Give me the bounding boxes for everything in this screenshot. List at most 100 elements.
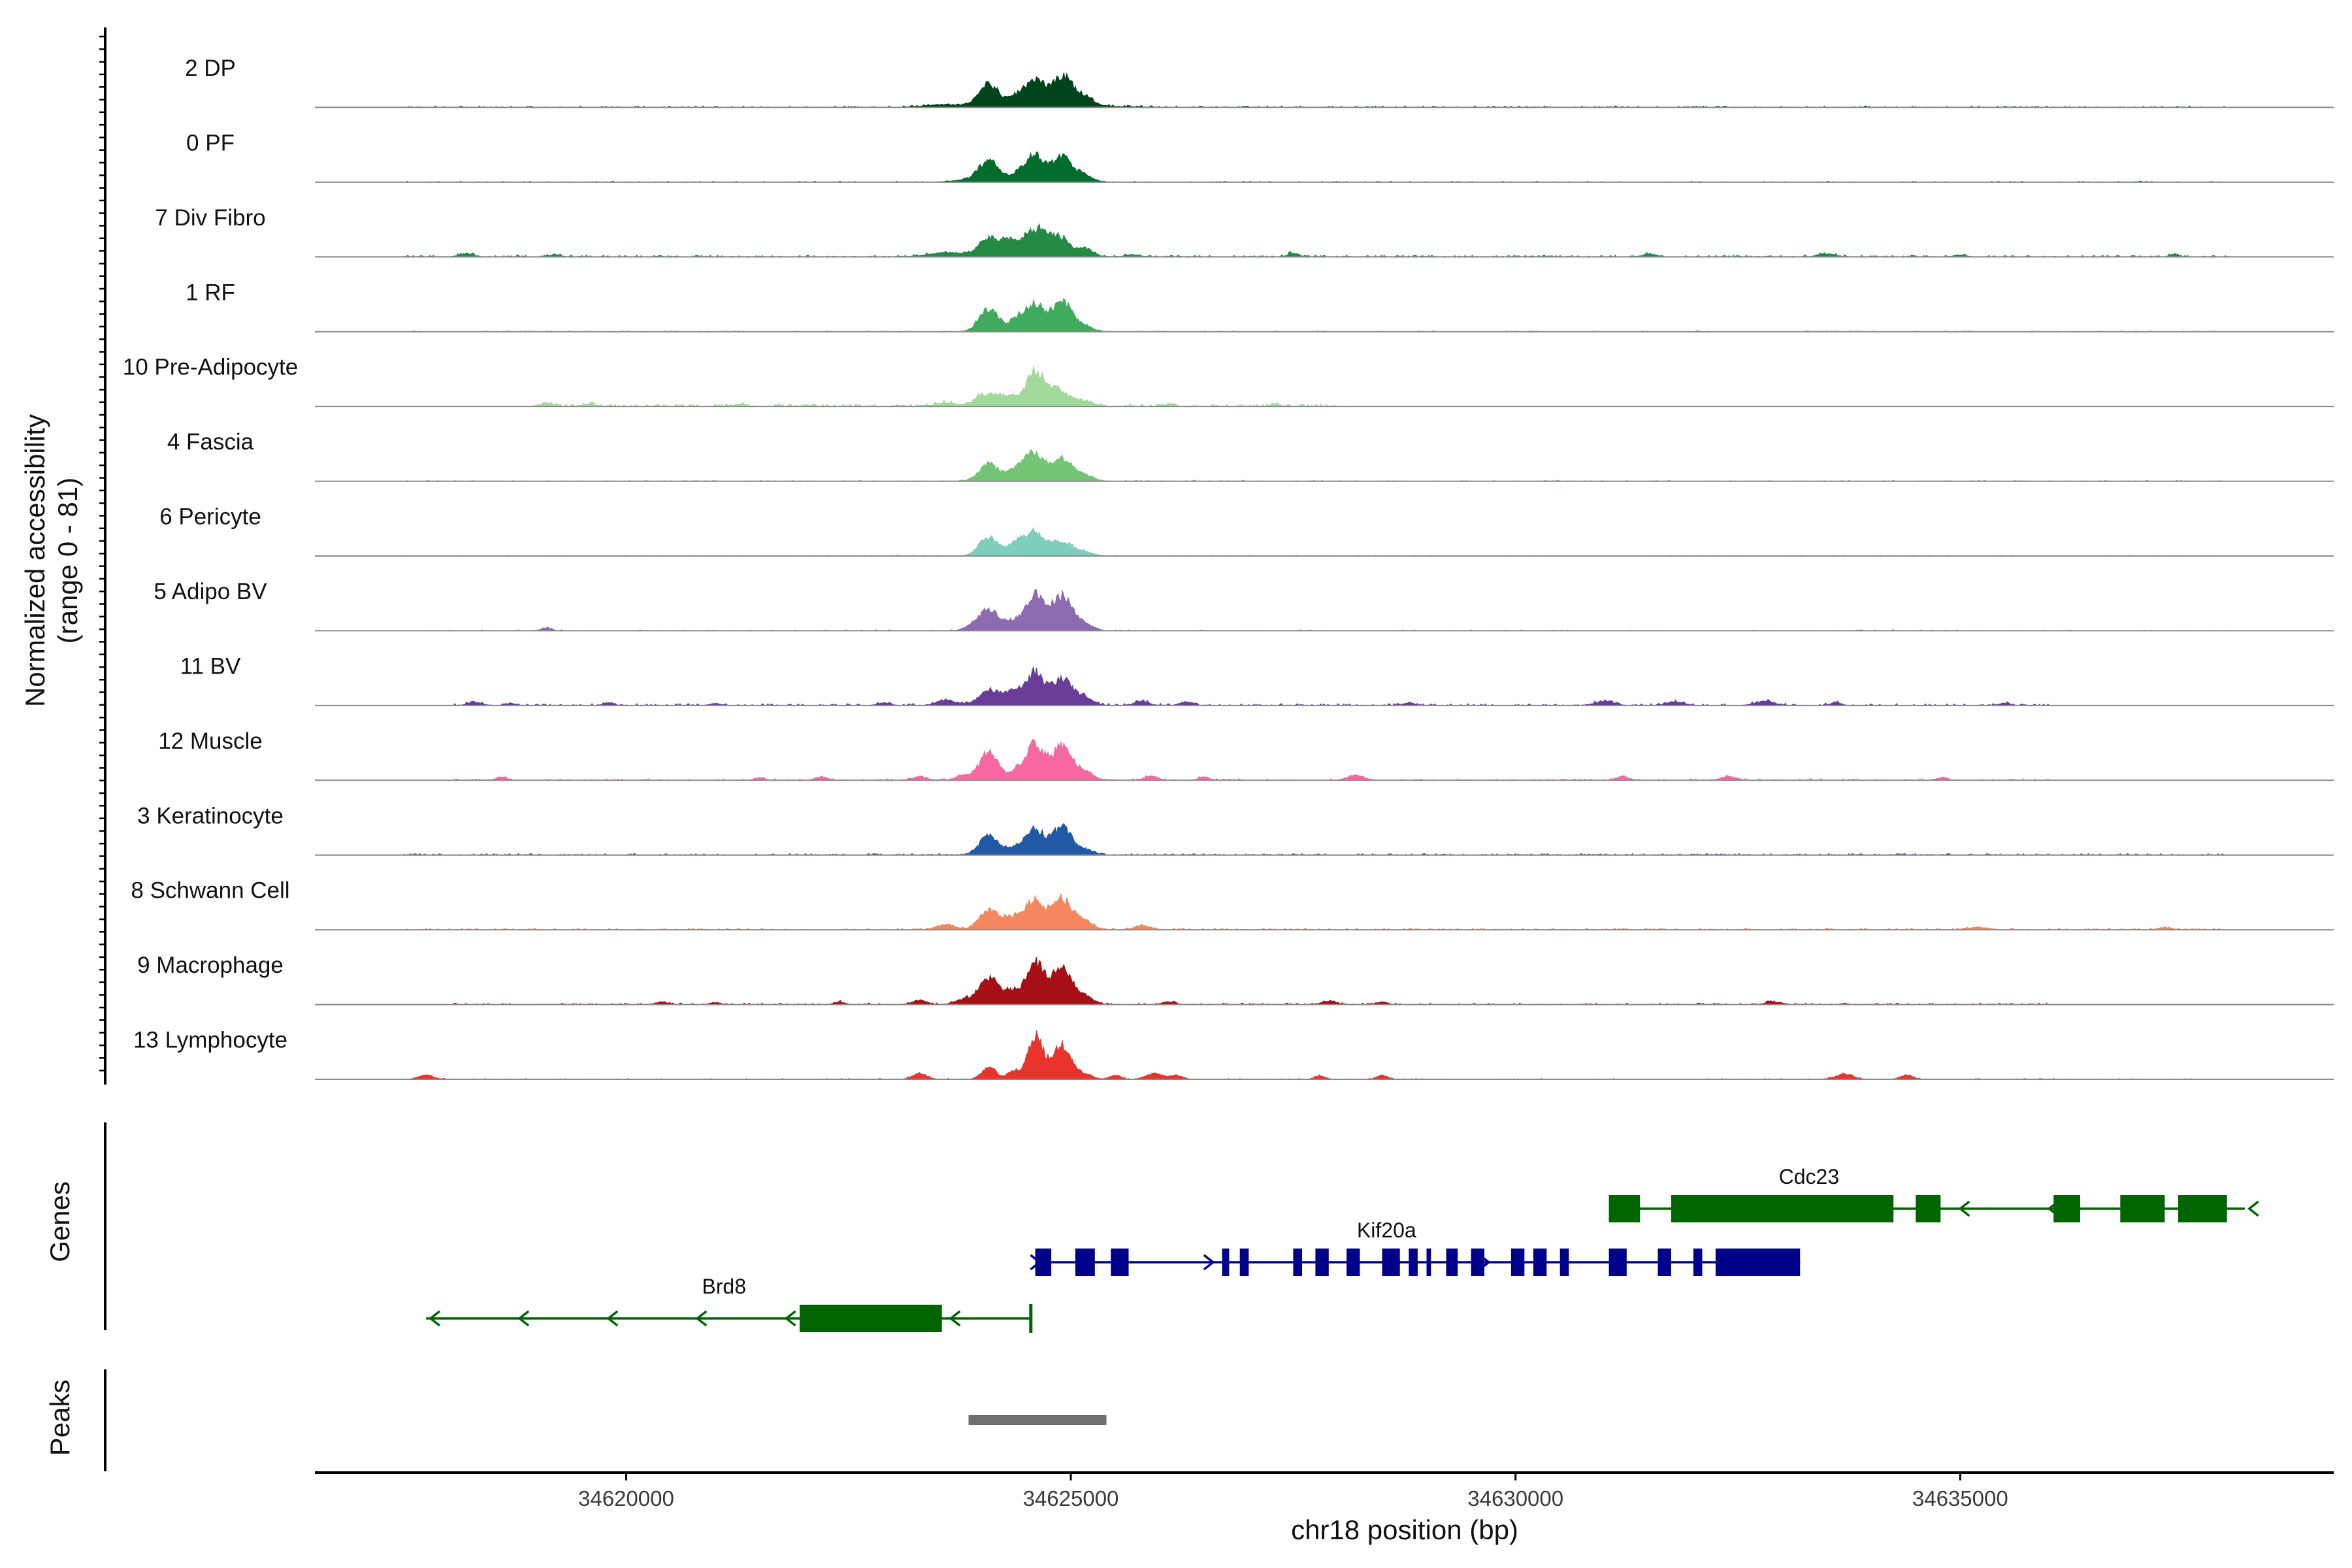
strand-arrow (1030, 1254, 1042, 1271)
track-label: 10 Pre-Adipocyte (123, 355, 298, 380)
track-label: 8 Schwann Cell (131, 878, 289, 904)
strand-arrow (429, 1310, 441, 1327)
x-tick-label: 34630000 (1467, 1486, 1563, 1511)
track-13-lymphocyte: 13 Lymphocyte (133, 1028, 2334, 1080)
strand-arrow (2047, 1200, 2059, 1217)
gene-exon (1533, 1249, 1547, 1276)
gene-exon (1916, 1195, 1941, 1222)
strand-arrow (695, 1310, 708, 1327)
coverage-area (315, 152, 2334, 183)
genes-panel: Genes Cdc23 Kif20a Brd8 (44, 1122, 2259, 1333)
y-axis-title-line-1: Normalized accessibility (20, 414, 50, 707)
coverage-area (315, 297, 2334, 333)
coverage-area (315, 589, 2334, 631)
gene-exon (1446, 1249, 1458, 1276)
track-12-muscle: 12 Muscle (158, 728, 2334, 781)
track-label: 9 Macrophage (137, 953, 284, 978)
gene-exon (1035, 1249, 1052, 1276)
track-label: 1 RF (186, 280, 235, 305)
strand-arrow (1478, 1254, 1491, 1271)
strand-arrow (1203, 1254, 1215, 1271)
track-label: 13 Lymphocyte (133, 1028, 287, 1053)
coverage-area (315, 823, 2334, 856)
track-label: 0 PF (186, 130, 235, 155)
gene-exon (1560, 1249, 1569, 1276)
coverage-area (315, 738, 2334, 781)
strand-arrow (517, 1310, 530, 1327)
track-1-rf: 1 RF (186, 280, 2334, 333)
gene-exon (1111, 1249, 1129, 1276)
gene-exon (1426, 1249, 1431, 1276)
track-4-fascia: 4 Fascia (167, 429, 2334, 482)
coverage-y-axis (99, 27, 106, 1085)
gene-kif20a: Kif20a (1030, 1218, 1801, 1276)
track-label: 2 DP (185, 56, 236, 81)
track-0-pf: 0 PF (186, 130, 2334, 183)
gene-exon (1409, 1249, 1418, 1276)
gene-exon (1347, 1249, 1360, 1276)
gene-exon (1671, 1195, 1894, 1222)
gene-brd8: Brd8 (426, 1275, 1033, 1333)
x-tick-label: 34635000 (1912, 1486, 2008, 1511)
gene-exon (1293, 1249, 1302, 1276)
track-3-keratinocyte: 3 Keratinocyte (137, 803, 2334, 856)
track-5-adipo-bv: 5 Adipo BV (154, 579, 2334, 632)
track-label: 4 Fascia (167, 429, 254, 455)
track-11-bv: 11 BV (180, 653, 2334, 706)
coverage-area (315, 956, 2334, 1005)
gene-label: Kif20a (1357, 1218, 1416, 1242)
gene-exon (1471, 1249, 1484, 1276)
track-label: 12 Muscle (158, 728, 263, 754)
peaks-panel: Peaks (44, 1369, 1107, 1471)
track-2-dp: 2 DP (185, 56, 2334, 108)
strand-arrow (2247, 1200, 2259, 1217)
track-6-pericyte: 6 Pericyte (159, 504, 2334, 557)
gene-label: Brd8 (702, 1275, 746, 1298)
gene-exon (2053, 1195, 2080, 1222)
peak-region (968, 1415, 1107, 1425)
track-8-schwann-cell: 8 Schwann Cell (131, 878, 2334, 931)
track-label: 6 Pericyte (159, 504, 261, 530)
coverage-area (315, 1030, 2334, 1080)
strand-arrow (1958, 1200, 1970, 1217)
gene-exon (1715, 1249, 1801, 1276)
gene-exon (1315, 1249, 1329, 1276)
gene-exon (1658, 1249, 1671, 1276)
gene-exon (2178, 1195, 2227, 1222)
coverage-area (315, 223, 2334, 258)
coverage-area (315, 72, 2334, 108)
gene-exon (1609, 1195, 1641, 1222)
track-label: 5 Adipo BV (154, 579, 267, 604)
coverage-tracks: 2 DP 0 PF 7 Div Fibro 1 RF 10 Pre-Adipocyte 4… (123, 56, 2334, 1080)
strand-arrow (949, 1310, 961, 1327)
y-axis-title-line-2: (range 0 - 81) (52, 478, 83, 644)
coverage-area (315, 527, 2334, 557)
strand-arrow (784, 1310, 796, 1327)
gene-exon (1239, 1249, 1249, 1276)
track-10-pre-adipocyte: 10 Pre-Adipocyte (123, 355, 2334, 408)
gene-cdc23: Cdc23 (1609, 1165, 2259, 1222)
track-9-macrophage: 9 Macrophage (137, 953, 2334, 1005)
x-tick-label: 34620000 (578, 1486, 674, 1511)
track-label: 7 Div Fibro (155, 205, 265, 231)
coverage-area (315, 892, 2334, 930)
gene-label: Cdc23 (1779, 1165, 1840, 1188)
track-label: 11 BV (180, 653, 241, 679)
y-axis-title: Normalized accessibility (range 0 - 81) (20, 414, 83, 707)
gene-exon (799, 1305, 942, 1332)
peaks-panel-title: Peaks (44, 1380, 75, 1456)
gene-exon (1382, 1249, 1400, 1276)
gene-exon (1511, 1249, 1525, 1276)
gene-exon (1693, 1249, 1703, 1276)
x-axis: chr18 position (bp) 34620000 34625000 3463… (315, 1471, 2334, 1545)
x-axis-title: chr18 position (bp) (1291, 1514, 1518, 1545)
genes-panel-title: Genes (44, 1181, 75, 1262)
gene-exon (1222, 1249, 1230, 1276)
strand-arrow (606, 1310, 619, 1327)
coverage-area (315, 366, 2334, 407)
track-label: 3 Keratinocyte (137, 803, 284, 828)
track-7-div-fibro: 7 Div Fibro (155, 205, 2334, 258)
gene-exon (2120, 1195, 2165, 1222)
strand-arrow (1390, 1254, 1402, 1271)
